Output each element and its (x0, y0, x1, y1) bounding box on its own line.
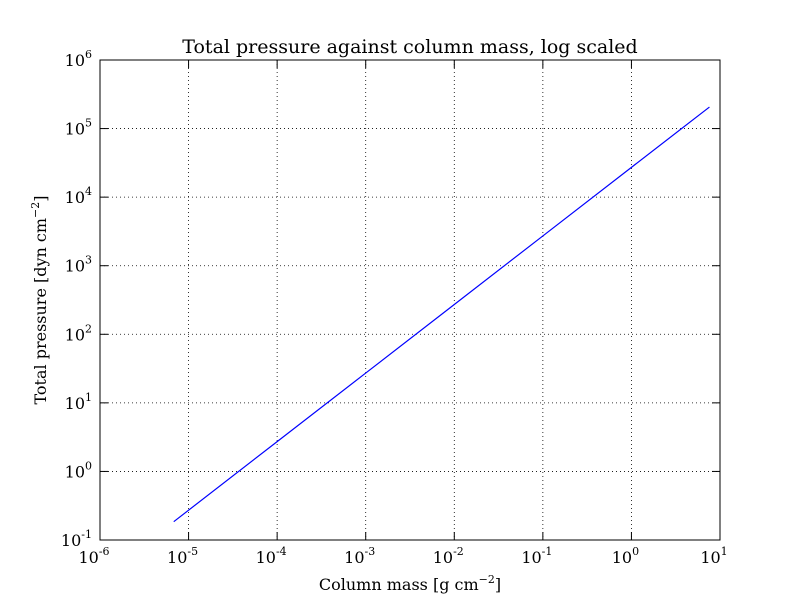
y-tick-label: 102 (65, 322, 92, 344)
y-tick-label: 103 (65, 254, 92, 276)
y-tick-label: 106 (65, 48, 92, 70)
x-tick-labels: 10-6 10-5 10-4 10-3 10-2 10-1 100 101 (78, 545, 727, 567)
tick-marks (99, 59, 721, 541)
y-tick-labels: 10-1 100 101 102 103 104 105 106 (61, 48, 92, 550)
y-axis-label: Total pressure [dyn cm−2] (29, 195, 50, 404)
x-tick-label: 10-6 (78, 545, 109, 567)
chart-title: Total pressure against column mass, log … (182, 36, 637, 58)
grid-lines (100, 60, 720, 540)
x-tick-label: 10-1 (521, 545, 552, 567)
y-tick-label: 105 (65, 117, 92, 139)
x-tick-label: 10-2 (433, 545, 464, 567)
y-tick-label: 10-1 (61, 528, 92, 550)
plot-frame (99, 59, 721, 541)
x-tick-label: 10-3 (344, 545, 375, 567)
series-line (173, 106, 710, 523)
x-tick-label: 10-5 (167, 545, 198, 567)
x-tick-label: 101 (700, 545, 727, 567)
y-tick-label: 104 (65, 185, 92, 207)
y-tick-label: 101 (65, 391, 92, 413)
series-layer (173, 106, 710, 523)
x-axis-label: Column mass [g cm−2] (319, 573, 501, 594)
y-tick-label: 100 (65, 459, 92, 481)
x-tick-label: 10-4 (256, 545, 287, 567)
x-tick-label: 100 (612, 545, 639, 567)
